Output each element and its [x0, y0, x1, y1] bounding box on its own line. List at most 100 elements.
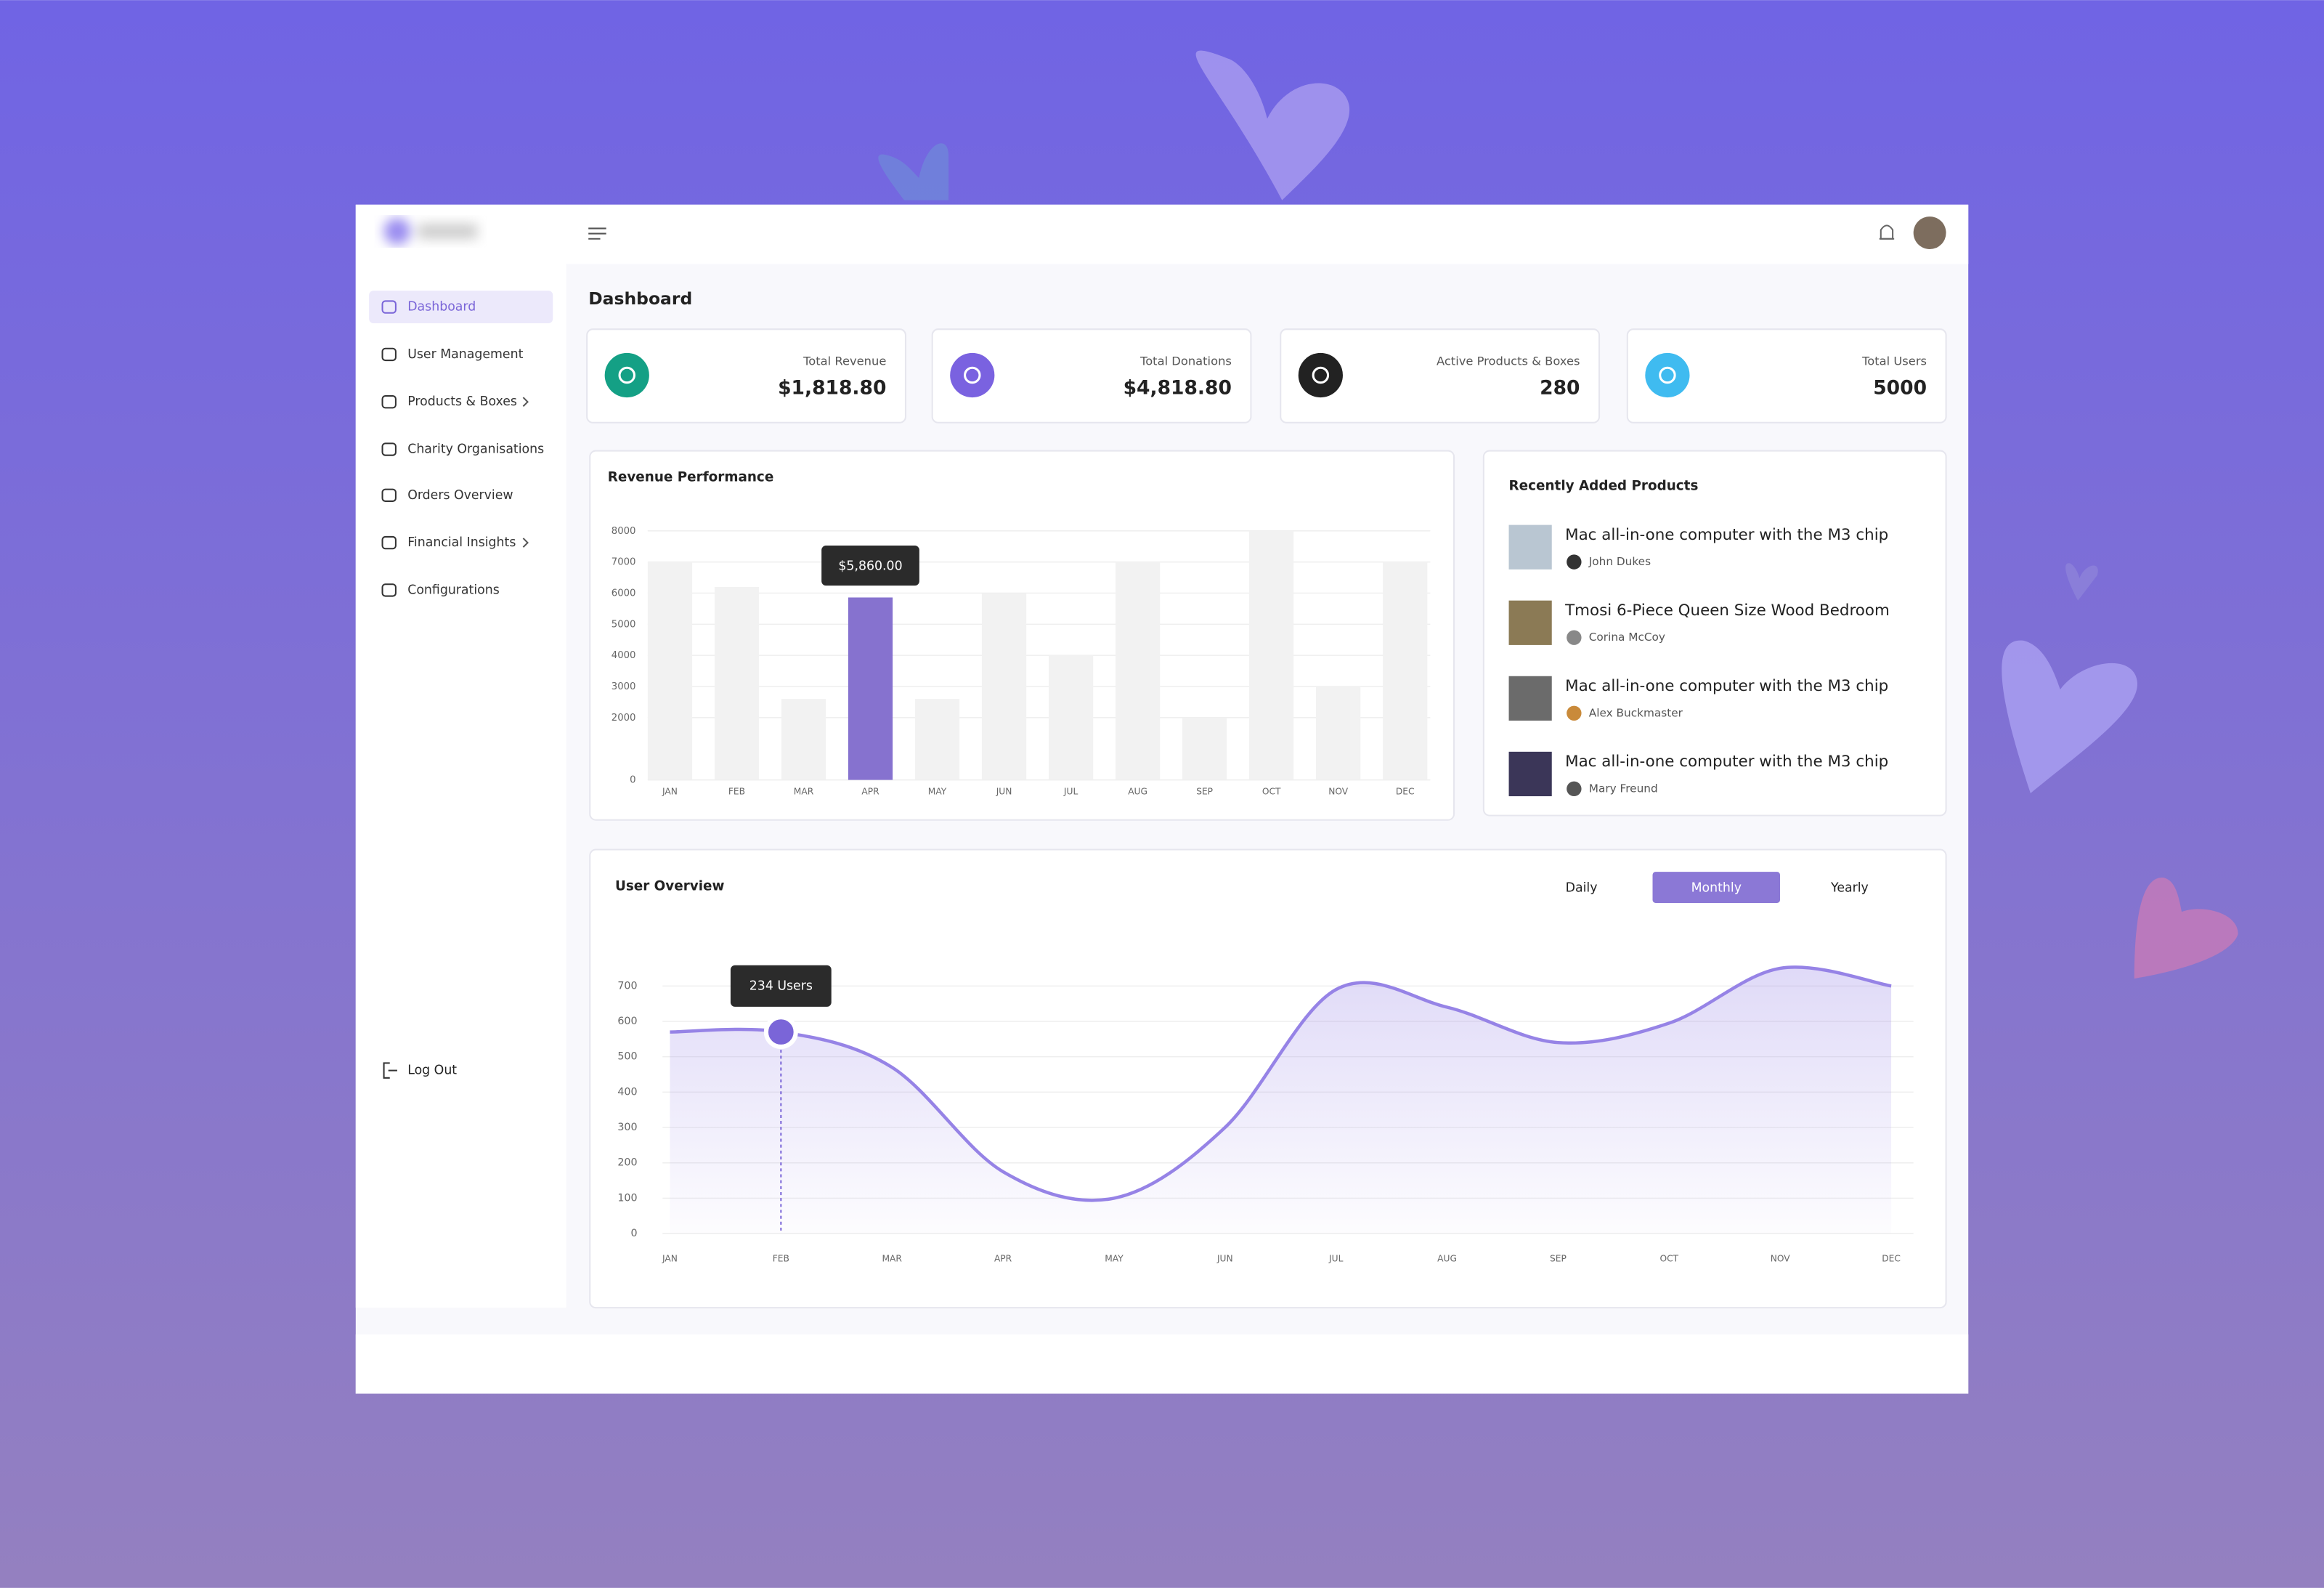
x-tick-label: MAY [928, 786, 947, 796]
x-tick-label: DEC [1882, 1253, 1901, 1263]
y-tick-label: 0 [630, 775, 635, 786]
tooltip: 234 Users [749, 979, 813, 993]
nav-icon [381, 442, 397, 456]
nav-item[interactable]: Dashboard [407, 300, 476, 315]
stat-value: 5000 [1873, 376, 1927, 399]
product-author: Corina McCoy [1589, 631, 1665, 644]
x-tick-label: MAR [794, 786, 814, 796]
highlight-point [763, 1015, 798, 1050]
author-avatar [1567, 630, 1582, 645]
revenue-title: Revenue Performance [608, 469, 774, 485]
notification-bell[interactable] [1879, 224, 1895, 240]
nav-item[interactable]: Financial Insights [407, 535, 516, 550]
author-avatar [1567, 554, 1582, 570]
user-title: User Overview [615, 879, 725, 894]
y-tick-label: 8000 [612, 526, 636, 537]
period-button[interactable]: Daily [1566, 881, 1598, 896]
y-tick-label: 400 [617, 1086, 637, 1098]
y-tick-label: 300 [617, 1122, 637, 1133]
nav-chevron [522, 397, 529, 408]
x-tick-label: JUN [996, 786, 1012, 796]
logout-icon [383, 1062, 397, 1079]
product-name[interactable]: Mac all-in-one computer with the M3 chip [1565, 677, 1888, 695]
y-tick-label: 2000 [612, 713, 636, 724]
y-tick-label: 600 [617, 1016, 637, 1027]
nav-icon [381, 300, 397, 314]
stat-icon [950, 352, 995, 398]
bar [1048, 655, 1094, 780]
y-tick-label: 700 [617, 980, 637, 992]
product-thumbnail [1508, 751, 1552, 797]
bar [781, 699, 826, 780]
x-tick-label: MAR [882, 1253, 902, 1263]
bar [1383, 562, 1428, 780]
product-thumbnail [1508, 524, 1552, 570]
page-title: Dashboard [588, 288, 692, 309]
nav-item[interactable]: Orders Overview [407, 488, 513, 503]
stat-icon-glyph [1659, 366, 1676, 384]
product-name[interactable]: Tmosi 6-Piece Queen Size Wood Bedroom [1564, 601, 1890, 620]
x-tick-label: OCT [1660, 1253, 1679, 1263]
x-tick-label: FEB [728, 786, 745, 796]
stat-card [1280, 328, 1601, 424]
period-button[interactable]: Yearly [1830, 881, 1869, 896]
bar [714, 586, 760, 780]
stat-label: Total Donations [1139, 355, 1232, 368]
x-tick-label: MAY [1105, 1253, 1124, 1263]
y-tick-label: 0 [630, 1228, 637, 1239]
bar [1249, 530, 1294, 780]
products-panel [1482, 450, 1947, 817]
stat-value: 280 [1540, 376, 1580, 399]
product-name[interactable]: Mac all-in-one computer with the M3 chip [1565, 753, 1888, 771]
x-tick-label: FEB [773, 1253, 789, 1263]
stat-icon-glyph [964, 366, 981, 384]
stat-label: Total Revenue [803, 355, 886, 368]
stat-icon [1645, 352, 1690, 398]
y-tick-label: 500 [617, 1051, 637, 1063]
area [670, 967, 1892, 1234]
nav-item[interactable]: User Management [407, 347, 523, 362]
tooltip: $5,860.00 [838, 559, 902, 574]
period-button[interactable]: Monthly [1691, 881, 1742, 896]
bar [1182, 717, 1227, 780]
stat-value: $4,818.80 [1124, 376, 1232, 399]
x-tick-label: AUG [1437, 1253, 1457, 1263]
nav-item[interactable]: Configurations [407, 583, 500, 597]
stat-icon-glyph [618, 366, 635, 384]
nav-item[interactable]: Products & Boxes [407, 394, 517, 409]
y-tick-label: 100 [617, 1192, 637, 1204]
stat-icon-glyph [1312, 366, 1330, 384]
x-tick-label: JUN [1216, 1253, 1233, 1263]
nav-icon [381, 395, 397, 409]
logo [383, 218, 478, 245]
nav-icon [381, 488, 397, 502]
stat-value: $1,818.80 [778, 376, 886, 399]
menu-button[interactable] [588, 227, 606, 240]
stat-card [931, 328, 1252, 424]
product-thumbnail [1508, 600, 1552, 645]
stat-card [1626, 328, 1947, 424]
y-tick-label: 7000 [612, 557, 636, 568]
nav-item[interactable]: Charity Organisations [407, 442, 544, 457]
y-tick-label: 5000 [612, 619, 636, 630]
bar [981, 593, 1027, 780]
bar [1316, 686, 1361, 780]
user-avatar[interactable] [1913, 216, 1946, 249]
x-tick-label: JUL [1063, 786, 1078, 796]
products-title: Recently Added Products [1509, 479, 1699, 494]
stat-label: Active Products & Boxes [1437, 355, 1580, 368]
product-author: John Dukes [1588, 555, 1651, 568]
y-tick-label: 3000 [612, 681, 636, 692]
x-tick-label: SEP [1550, 1253, 1567, 1263]
x-tick-label: APR [861, 786, 879, 796]
x-tick-label: JUL [1328, 1253, 1344, 1263]
author-avatar [1567, 781, 1582, 797]
product-author: Mary Freund [1589, 782, 1658, 795]
stat-card [586, 328, 906, 424]
product-name[interactable]: Mac all-in-one computer with the M3 chip [1565, 526, 1888, 544]
bar [848, 597, 893, 780]
x-tick-label: JAN [662, 1253, 678, 1263]
hearts [878, 50, 2238, 979]
sidebar [355, 204, 566, 1308]
logout[interactable]: Log Out [407, 1064, 457, 1078]
